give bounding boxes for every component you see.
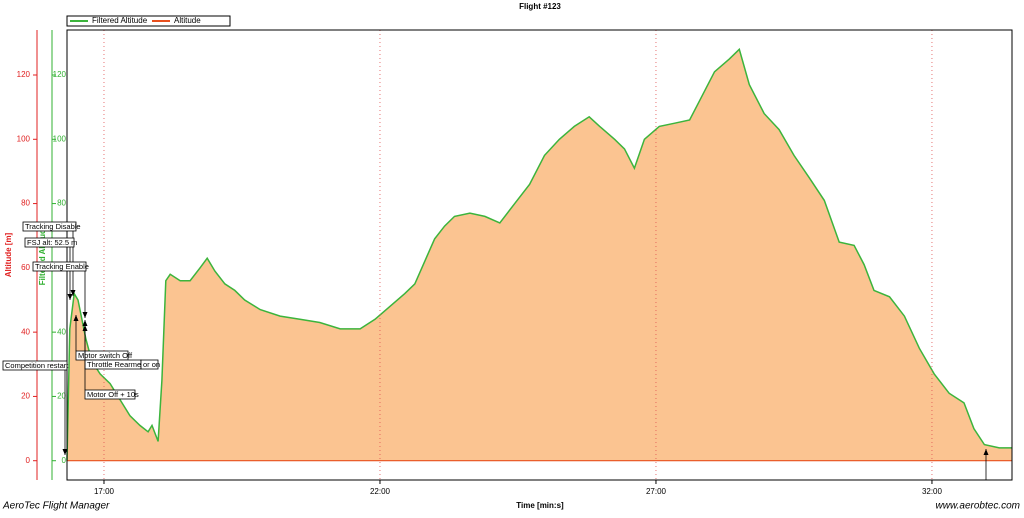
area <box>67 49 1012 461</box>
arrow-head <box>82 320 88 326</box>
legend-label: Filtered Altitude <box>92 16 148 25</box>
y-axis-title: Altitude [m] <box>4 232 13 277</box>
footer-right: www.aerobtec.com <box>936 501 1020 512</box>
plot-frame <box>66 29 1013 481</box>
annotation-label: or on <box>143 360 160 369</box>
y2-tick-label: 80 <box>57 199 66 208</box>
annotation-box <box>22 221 77 232</box>
arrow-head <box>62 449 68 455</box>
y2-tick-label: 40 <box>57 327 66 336</box>
annotation-label: Tracking Disable <box>25 222 81 231</box>
annotation-label: Tracking Enable <box>35 262 89 271</box>
annotation-label: Motor switch Off <box>78 351 133 360</box>
y-tick-label: 60 <box>21 263 30 272</box>
arrow-head <box>82 325 88 331</box>
annotation-label: Motor Off + 10s <box>87 390 139 399</box>
annotation-box <box>24 237 75 248</box>
legend <box>66 15 231 27</box>
arrow-head <box>73 315 79 321</box>
annotation-label: FSJ alt: 52.5 m <box>27 238 77 247</box>
annotation-box <box>140 359 159 370</box>
y2-axis-title: Filtered Altitude <box>38 224 47 285</box>
y2-tick-label: 120 <box>53 70 67 79</box>
legend-label: Altitude <box>174 16 201 25</box>
annotation-box <box>2 360 68 371</box>
annotation-box <box>32 261 87 272</box>
y2-tick-label: 20 <box>57 392 66 401</box>
footer-left: AeroTec Flight Manager <box>2 501 110 512</box>
y-tick-label: 80 <box>21 199 30 208</box>
x-tick-label: 22:00 <box>370 487 391 496</box>
y-tick-label: 40 <box>21 327 30 336</box>
annotation-label: Throttle Rearmed <box>87 360 145 369</box>
y-tick-label: 120 <box>17 70 31 79</box>
arrow-head <box>70 290 76 296</box>
y-tick-label: 20 <box>21 392 30 401</box>
arrow-head <box>983 449 989 455</box>
chart-title: Flight #123 <box>519 2 561 11</box>
y2-tick-label: 0 <box>62 456 67 465</box>
x-axis-title: Time [min:s] <box>516 501 564 510</box>
annotation-label: Competition restart <box>5 361 69 370</box>
arrow-head <box>82 312 88 318</box>
y-tick-label: 0 <box>26 456 31 465</box>
x-tick-label: 27:00 <box>646 487 667 496</box>
annotation-box <box>84 389 136 400</box>
y-tick-label: 100 <box>17 134 31 143</box>
line <box>66 47 1012 461</box>
x-tick-label: 17:00 <box>94 487 115 496</box>
y2-tick-label: 100 <box>53 134 67 143</box>
x-tick-label: 32:00 <box>922 487 943 496</box>
arrow-head <box>67 294 73 300</box>
